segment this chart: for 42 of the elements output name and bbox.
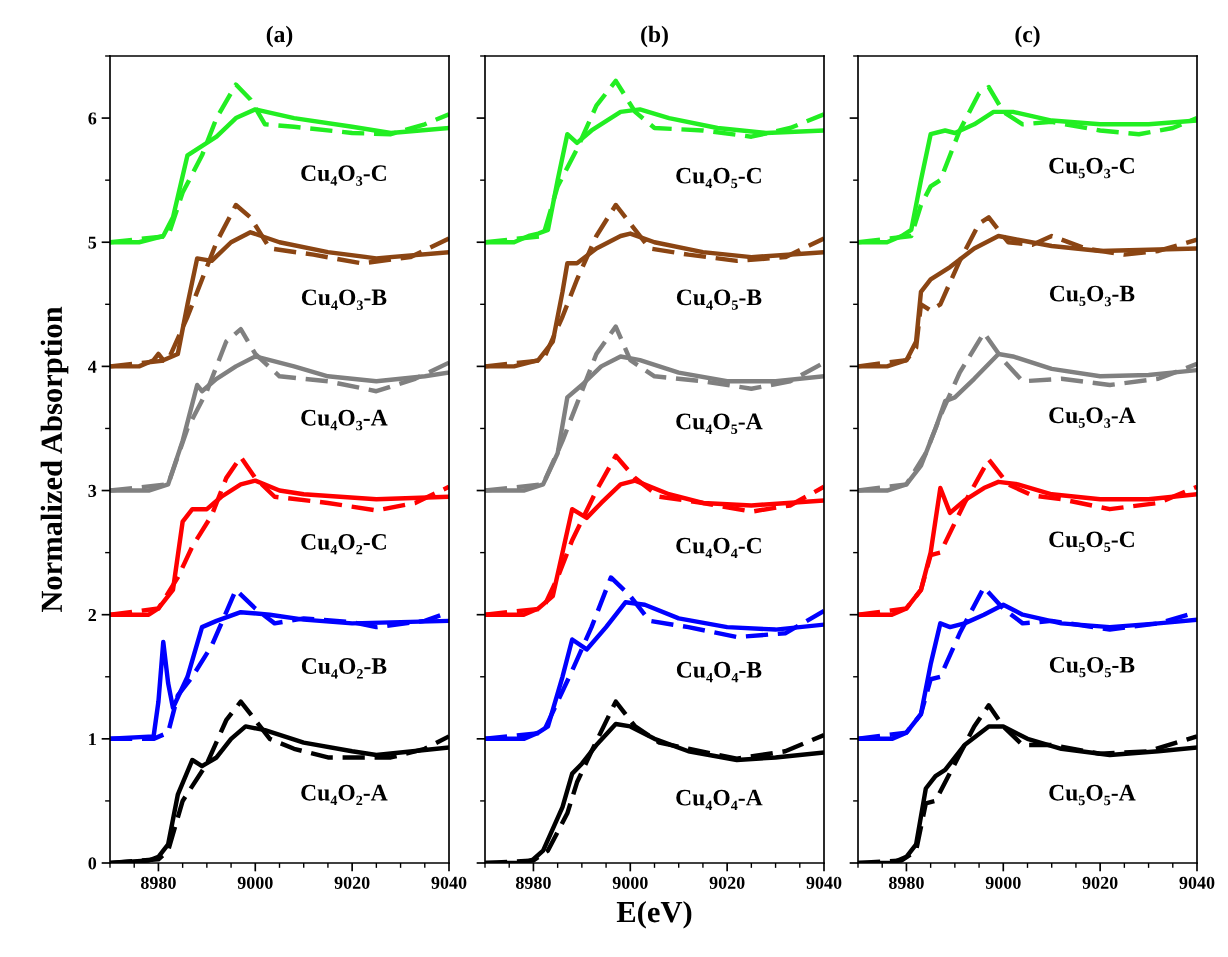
series-label: Cu₅O₃-B bbox=[1049, 285, 1135, 307]
x-tick-label: 8980 bbox=[888, 876, 924, 889]
series-label: Cu₅O₅-C bbox=[1049, 531, 1134, 552]
series-label: Cu₄O₅-C bbox=[676, 167, 761, 189]
series-label: Cu₄O₃-C bbox=[301, 165, 386, 186]
x-tick-label: 9000 bbox=[237, 876, 273, 889]
series-label: Cu₄O₄-C bbox=[676, 537, 761, 559]
x-tick-label: 9020 bbox=[334, 876, 370, 889]
series-label: Cu₅O₃-C bbox=[1049, 157, 1134, 179]
x-tick-label: 8980 bbox=[515, 876, 551, 889]
x-tick-label: 9000 bbox=[612, 876, 648, 889]
x-axis-title: E(eV) bbox=[616, 900, 692, 929]
series-label: Cu₄O₂-C bbox=[301, 533, 386, 555]
x-tick-label: 9020 bbox=[709, 876, 745, 889]
x-tick-label: 9040 bbox=[806, 876, 842, 889]
y-tick-label: 5 bbox=[88, 236, 97, 249]
chart-title: (c) bbox=[1015, 25, 1040, 48]
series-label: Cu₅O₅-B bbox=[1049, 656, 1135, 678]
y-tick-label: 2 bbox=[88, 609, 97, 621]
y-axis-title: Normalized Absorption bbox=[40, 306, 69, 613]
y-tick-label: 3 bbox=[88, 484, 97, 497]
y-tick-label: 1 bbox=[89, 733, 96, 746]
x-tick-label: 8980 bbox=[140, 876, 176, 889]
chart-title: (b) bbox=[641, 25, 668, 48]
x-tick-label: 9040 bbox=[431, 876, 467, 889]
series-label: Cu₄O₄-A bbox=[676, 789, 763, 811]
x-tick-label: 9000 bbox=[985, 876, 1021, 889]
series-label: Cu₄O₂-A bbox=[301, 784, 388, 806]
x-tick-label: 9020 bbox=[1082, 876, 1118, 889]
series-label: Cu₄O₂-B bbox=[301, 658, 387, 679]
y-tick-label: 0 bbox=[88, 857, 97, 870]
series-label: Cu₄O₅-A bbox=[676, 413, 763, 434]
y-tick-label: 6 bbox=[88, 112, 97, 125]
series-label: Cu₄O₃-A bbox=[301, 409, 388, 431]
series-label: Cu₄O₄-B bbox=[676, 661, 762, 683]
series-label: Cu₅O₃-A bbox=[1049, 407, 1136, 428]
x-tick-label: 9040 bbox=[1179, 876, 1215, 889]
y-tick-label: 4 bbox=[88, 360, 97, 373]
series-label: Cu₄O₃-B bbox=[301, 289, 387, 310]
series-label: Cu₅O₅-A bbox=[1049, 784, 1136, 806]
chart-title: (a) bbox=[266, 25, 293, 48]
series-label: Cu₄O₅-B bbox=[676, 289, 762, 310]
